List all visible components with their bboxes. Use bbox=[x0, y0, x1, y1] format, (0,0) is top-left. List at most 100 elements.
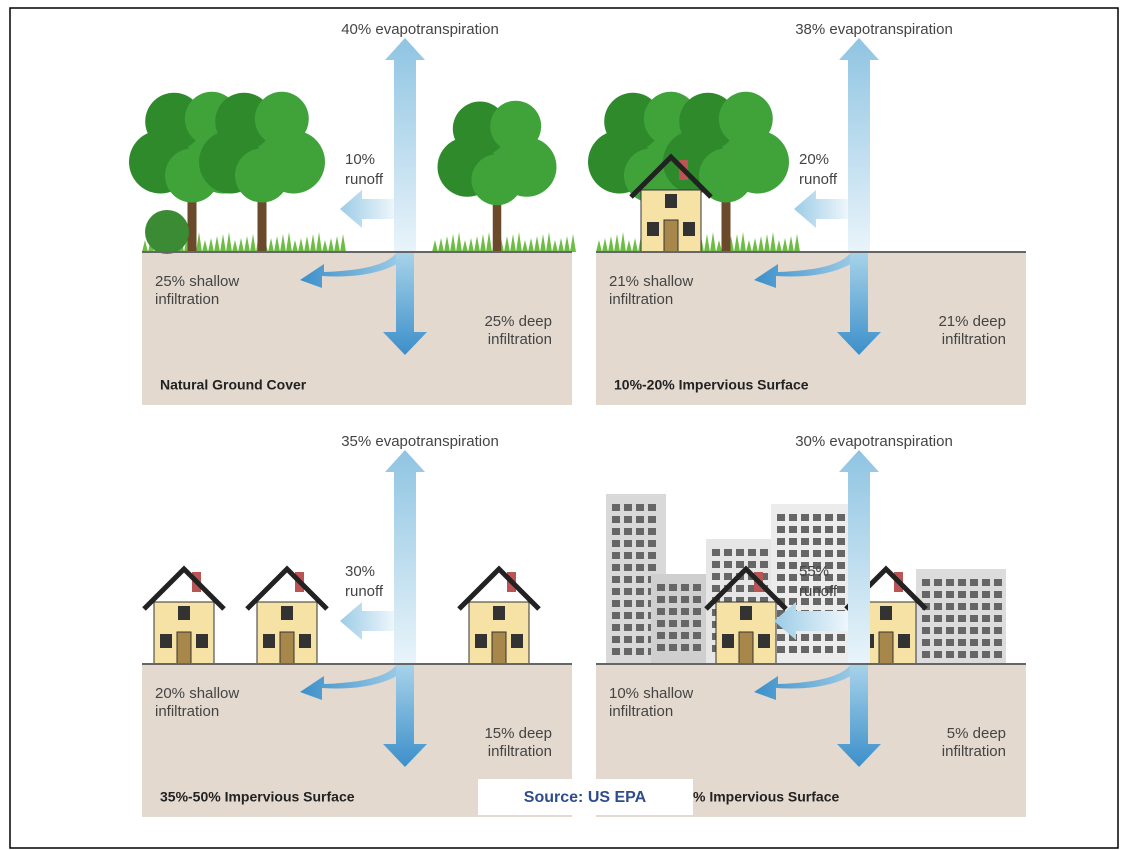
shallow-arrow bbox=[300, 664, 413, 700]
deep-label: infiltration bbox=[942, 331, 1006, 348]
building-window bbox=[813, 574, 821, 581]
building-window bbox=[612, 528, 620, 535]
building-window bbox=[724, 597, 732, 604]
building-window bbox=[813, 514, 821, 521]
roof bbox=[142, 565, 226, 611]
building-window bbox=[982, 579, 990, 586]
building-window bbox=[693, 632, 701, 639]
panel: 40% evapotranspiration 10% runoff 25% shall… bbox=[129, 21, 576, 405]
building-window bbox=[958, 627, 966, 634]
building-window bbox=[669, 596, 677, 603]
door bbox=[878, 631, 894, 665]
window bbox=[263, 634, 275, 648]
building-window bbox=[994, 579, 1002, 586]
building-window bbox=[777, 610, 785, 617]
shallow-label: infiltration bbox=[609, 291, 673, 308]
door bbox=[663, 219, 679, 253]
panel: 35% evapotranspiration 30% runoff 20% shall… bbox=[142, 433, 572, 817]
building-window bbox=[994, 591, 1002, 598]
building-window bbox=[813, 634, 821, 641]
building-window bbox=[970, 651, 978, 658]
building-window bbox=[982, 615, 990, 622]
runoff-label: 10% bbox=[345, 151, 375, 168]
building-window bbox=[825, 526, 833, 533]
building-window bbox=[657, 608, 665, 615]
building-window bbox=[789, 586, 797, 593]
building-window bbox=[934, 615, 942, 622]
building-window bbox=[789, 574, 797, 581]
building-window bbox=[669, 632, 677, 639]
building-window bbox=[777, 562, 785, 569]
runoff-label: runoff bbox=[799, 171, 838, 188]
deep-arrow bbox=[837, 252, 881, 355]
deep-label: infiltration bbox=[488, 331, 552, 348]
building-window bbox=[748, 549, 756, 556]
building-window bbox=[825, 538, 833, 545]
building-window bbox=[636, 564, 644, 571]
shallow-label: infiltration bbox=[609, 703, 673, 720]
building-window bbox=[681, 620, 689, 627]
building-window bbox=[825, 550, 833, 557]
building-window bbox=[982, 591, 990, 598]
building-window bbox=[648, 564, 656, 571]
building-window bbox=[825, 514, 833, 521]
shallow-label: 21% shallow bbox=[609, 273, 693, 290]
window bbox=[683, 222, 695, 236]
building-window bbox=[922, 651, 930, 658]
evapotranspiration-arrow bbox=[839, 38, 879, 252]
building-window bbox=[777, 634, 785, 641]
building-window bbox=[934, 579, 942, 586]
building-window bbox=[712, 561, 720, 568]
building-window bbox=[648, 540, 656, 547]
building-window bbox=[970, 615, 978, 622]
building-window bbox=[636, 540, 644, 547]
building-window bbox=[612, 540, 620, 547]
evapotranspiration-label: 35% evapotranspiration bbox=[341, 433, 499, 450]
building-window bbox=[777, 586, 785, 593]
building-window bbox=[681, 584, 689, 591]
building-window bbox=[837, 646, 845, 653]
building-window bbox=[922, 627, 930, 634]
building-window bbox=[777, 550, 785, 557]
building-window bbox=[789, 646, 797, 653]
building-window bbox=[837, 634, 845, 641]
building-window bbox=[801, 574, 809, 581]
building-window bbox=[624, 648, 632, 655]
building-window bbox=[946, 591, 954, 598]
building-window bbox=[946, 603, 954, 610]
building-window bbox=[636, 552, 644, 559]
building-window bbox=[693, 620, 701, 627]
runoff-arrow bbox=[340, 190, 394, 228]
building-window bbox=[624, 612, 632, 619]
building-window bbox=[636, 624, 644, 631]
building-window bbox=[970, 579, 978, 586]
shallow-arrow bbox=[754, 252, 867, 288]
building-window bbox=[837, 526, 845, 533]
building-window bbox=[748, 597, 756, 604]
source-box bbox=[478, 779, 693, 815]
evapotranspiration-arrow bbox=[839, 450, 879, 664]
building-window bbox=[946, 651, 954, 658]
building-window bbox=[612, 504, 620, 511]
foliage bbox=[235, 148, 289, 203]
building-window bbox=[636, 600, 644, 607]
window bbox=[493, 606, 505, 620]
building-window bbox=[825, 586, 833, 593]
building-window bbox=[946, 615, 954, 622]
evapotranspiration-label: 30% evapotranspiration bbox=[795, 433, 953, 450]
building-window bbox=[724, 561, 732, 568]
panel: 38% evapotranspiration 20% runoff 21% shall… bbox=[588, 21, 1026, 405]
building-window bbox=[612, 624, 620, 631]
building-window bbox=[789, 550, 797, 557]
window bbox=[665, 194, 677, 208]
building-window bbox=[777, 646, 785, 653]
building-window bbox=[789, 634, 797, 641]
window bbox=[160, 634, 172, 648]
building-window bbox=[994, 651, 1002, 658]
building-window bbox=[636, 504, 644, 511]
building-window bbox=[712, 549, 720, 556]
building-window bbox=[801, 562, 809, 569]
building-window bbox=[612, 648, 620, 655]
building-window bbox=[681, 608, 689, 615]
building-window bbox=[994, 615, 1002, 622]
